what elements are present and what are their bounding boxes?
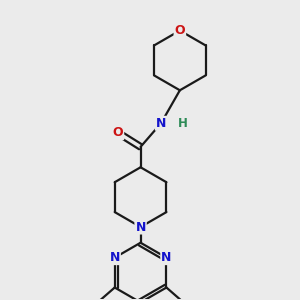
Text: H: H — [178, 117, 188, 130]
Text: O: O — [112, 126, 123, 139]
Text: N: N — [110, 251, 120, 264]
Text: N: N — [135, 220, 146, 233]
Text: N: N — [161, 251, 172, 264]
Text: O: O — [175, 24, 185, 37]
Text: N: N — [156, 117, 166, 130]
